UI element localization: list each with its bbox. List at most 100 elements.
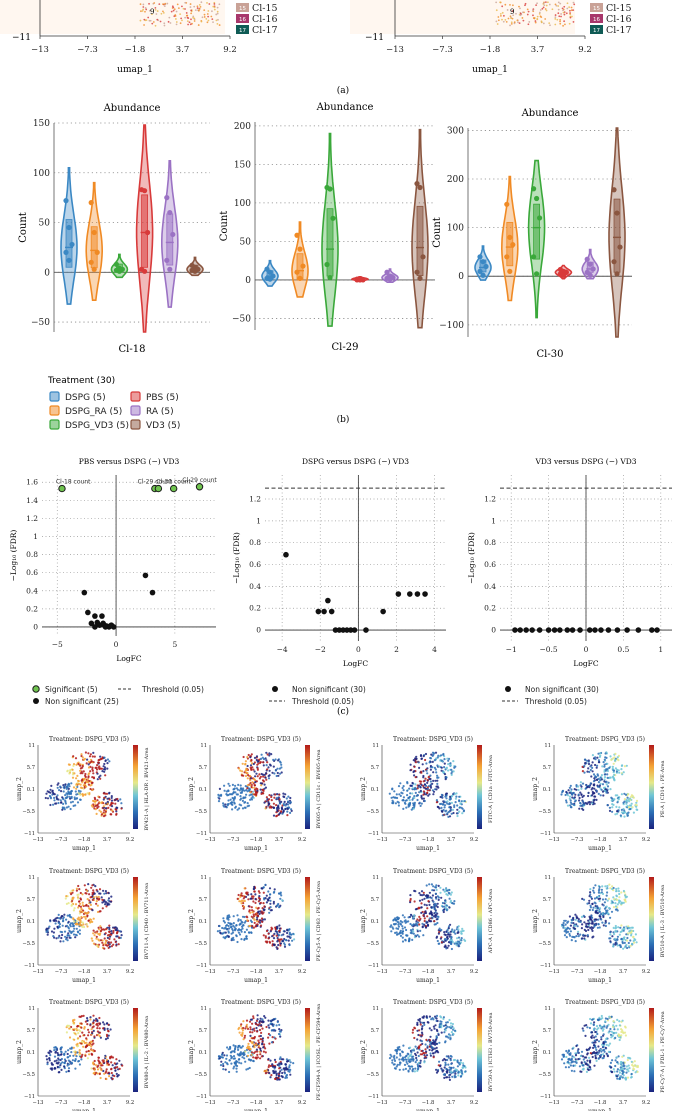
umap-point: [236, 914, 239, 917]
umap-point: [399, 782, 402, 785]
umap-point: [115, 935, 118, 938]
umap-point: [434, 914, 437, 917]
volcano-point: [605, 627, 612, 633]
umap-point: [625, 800, 628, 803]
umap-point: [599, 752, 602, 755]
umap-point: [447, 925, 451, 928]
umap-point: [458, 806, 461, 809]
umap-point: [420, 911, 423, 915]
umap-point: [103, 762, 106, 766]
umap-point: [597, 759, 601, 762]
umap-point: [409, 1060, 412, 1063]
umap-point: [240, 892, 243, 895]
umap-point: [262, 1046, 265, 1049]
umap-title: Treatment: DSPG_VD3 (5): [393, 999, 473, 1006]
umap-point: [428, 903, 431, 907]
y-tick-label: 5.7: [371, 897, 379, 903]
umap-point: [608, 809, 612, 813]
umap-point: [63, 1065, 66, 1068]
umap-point: [409, 929, 413, 932]
umap-point: [437, 932, 440, 935]
umap-ylabel: umap_2: [16, 777, 23, 801]
umap-point: [84, 892, 87, 895]
umap-point: [448, 935, 451, 938]
umap-point: [235, 924, 238, 927]
y-tick-label: 1: [256, 516, 261, 525]
umap-point: [424, 777, 427, 780]
umap-point: [250, 915, 253, 918]
umap-point: [84, 917, 87, 920]
umap-point: [413, 1036, 416, 1040]
umap-point: [145, 8, 148, 11]
umap-point: [252, 915, 256, 918]
umap-point: [389, 1053, 392, 1056]
umap-point: [440, 766, 443, 769]
umap-point: [257, 890, 260, 893]
umap-point: [75, 889, 78, 892]
umap-point: [255, 1043, 258, 1046]
umap-point: [86, 1023, 89, 1026]
cluster-swatch: [590, 25, 603, 34]
umap-title: Treatment: DSPG_VD3 (5): [49, 868, 129, 875]
umap-point: [162, 11, 165, 14]
umap-point: [421, 763, 424, 766]
chart-title: Abundance: [103, 103, 161, 114]
y-tick-label: 0.1: [199, 919, 207, 925]
umap-point: [96, 799, 99, 802]
umap-point: [225, 924, 228, 927]
y-tick-label: 0: [33, 622, 38, 631]
umap-point: [70, 893, 73, 896]
umap-point: [255, 1026, 258, 1030]
umap-point: [566, 2, 569, 5]
umap-point: [84, 781, 87, 784]
y-tick-label: 5.7: [371, 765, 379, 771]
umap-point: [180, 17, 183, 20]
umap-point: [78, 888, 81, 891]
chart-title: PBS versus DSPG (−) VD3: [79, 457, 180, 466]
umap-point: [460, 932, 463, 935]
umap-point: [78, 910, 82, 913]
umap-point: [404, 919, 407, 922]
umap-point: [99, 892, 102, 895]
volcano-chart-2: DSPG versus DSPG (−) VD3−4 −2 0 2 400.20.40.…: [232, 457, 446, 668]
umap-point: [574, 793, 577, 796]
umap-point: [630, 795, 633, 799]
umap-point: [414, 890, 417, 893]
umap-point: [562, 11, 565, 14]
y-tick-label: −5.5: [366, 941, 379, 947]
umap-point: [572, 9, 575, 12]
cluster-label: Cl-17: [606, 25, 632, 36]
x-tick-label: −1.8: [422, 837, 435, 843]
legend-swatch: [130, 391, 141, 402]
umap-point: [81, 794, 85, 797]
x-tick-label: 9.2: [298, 969, 306, 975]
umap-point: [263, 1070, 266, 1073]
umap-point: [105, 927, 108, 930]
umap-point: [239, 922, 242, 926]
umap-point: [246, 784, 249, 787]
marker-label: BV711-A | CD40 : BV711-Area: [144, 883, 150, 960]
umap-point: [442, 1017, 445, 1021]
chart-title: DSPG versus DSPG (−) VD3: [302, 457, 409, 466]
violin-point: [531, 254, 537, 260]
umap-point: [407, 1060, 411, 1063]
umap-point: [236, 897, 239, 901]
umap-point: [104, 941, 107, 945]
umap-point: [101, 898, 104, 901]
umap-point: [242, 774, 245, 777]
cluster-label: Cl-15: [252, 3, 278, 14]
umap-point: [542, 2, 545, 5]
umap-point: [435, 788, 438, 791]
umap-point: [442, 910, 445, 914]
violin-point: [534, 271, 540, 277]
umap-point: [228, 1059, 231, 1062]
umap-point: [88, 772, 91, 775]
umap-point: [277, 1076, 280, 1079]
umap-point: [81, 765, 84, 768]
umap-point: [430, 1029, 433, 1032]
umap-point: [215, 19, 218, 22]
umap-point: [254, 1022, 257, 1025]
y-tick-label: 11: [28, 743, 35, 749]
umap-point: [87, 905, 90, 908]
umap-point: [170, 10, 173, 13]
